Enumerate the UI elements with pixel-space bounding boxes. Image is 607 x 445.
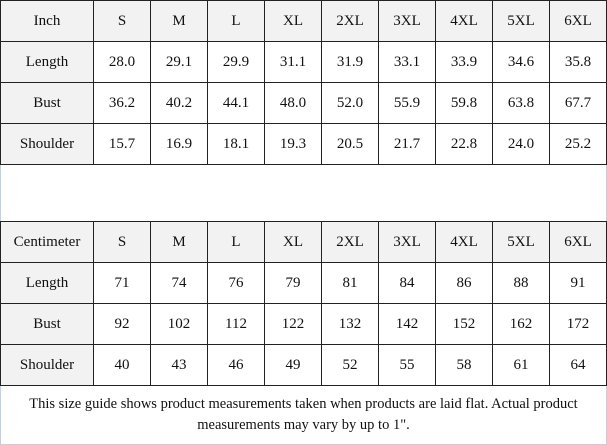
measurement-cell: 48.0 <box>264 82 322 124</box>
measurement-cell: 20.5 <box>321 123 379 165</box>
size-header: 3XL <box>378 0 436 42</box>
table-row: Length 28.0 29.1 29.9 31.1 31.9 33.1 33.9 34.6 35… <box>0 41 607 83</box>
measurement-label: Length <box>0 41 94 83</box>
size-header: XL <box>264 221 322 263</box>
measurement-cell: 91 <box>549 262 607 304</box>
measurement-label: Bust <box>0 303 94 345</box>
size-header: 5XL <box>492 0 550 42</box>
measurement-label: Length <box>0 262 94 304</box>
measurement-cell: 79 <box>264 262 322 304</box>
unit-label: Centimeter <box>0 221 94 263</box>
measurement-cell: 142 <box>378 303 436 345</box>
measurement-label: Shoulder <box>0 123 94 165</box>
measurement-cell: 152 <box>435 303 493 345</box>
size-header: 4XL <box>435 221 493 263</box>
centimeter-size-table: Centimeter S M L XL 2XL 3XL 4XL 5XL 6XL Length 71 74… <box>0 221 607 386</box>
size-header: XL <box>264 0 322 42</box>
measurement-cell: 55.9 <box>378 82 436 124</box>
measurement-cell: 58 <box>435 344 493 386</box>
measurement-cell: 33.9 <box>435 41 493 83</box>
size-header: M <box>150 221 208 263</box>
measurement-cell: 122 <box>264 303 322 345</box>
measurement-cell: 28.0 <box>93 41 151 83</box>
measurement-cell: 44.1 <box>207 82 265 124</box>
measurement-cell: 16.9 <box>150 123 208 165</box>
size-header: 5XL <box>492 221 550 263</box>
size-header: S <box>93 0 151 42</box>
measurement-cell: 71 <box>93 262 151 304</box>
size-header: L <box>207 221 265 263</box>
measurement-cell: 74 <box>150 262 208 304</box>
measurement-cell: 21.7 <box>378 123 436 165</box>
measurement-cell: 52 <box>321 344 379 386</box>
measurement-cell: 24.0 <box>492 123 550 165</box>
measurement-cell: 81 <box>321 262 379 304</box>
measurement-cell: 29.9 <box>207 41 265 83</box>
measurement-cell: 172 <box>549 303 607 345</box>
measurement-cell: 67.7 <box>549 82 607 124</box>
measurement-cell: 76 <box>207 262 265 304</box>
measurement-cell: 22.8 <box>435 123 493 165</box>
size-guide-note: This size guide shows product measuremen… <box>29 396 578 433</box>
measurement-cell: 88 <box>492 262 550 304</box>
inch-size-table: Inch S M L XL 2XL 3XL 4XL 5XL 6XL Length 28.0 29.1 29… <box>0 0 607 165</box>
table-row: Shoulder 15.7 16.9 18.1 19.3 20.5 21.7 22.8 24.0… <box>0 123 607 165</box>
measurement-cell: 92 <box>93 303 151 345</box>
table-row: Shoulder 40 43 46 49 52 55 58 61 64 <box>0 344 607 386</box>
measurement-cell: 43 <box>150 344 208 386</box>
header-row: Centimeter S M L XL 2XL 3XL 4XL 5XL 6XL <box>0 221 607 263</box>
table-row: Bust 36.2 40.2 44.1 48.0 52.0 55.9 59.8 63.8 67.7 <box>0 82 607 124</box>
measurement-cell: 46 <box>207 344 265 386</box>
measurement-cell: 18.1 <box>207 123 265 165</box>
measurement-cell: 36.2 <box>93 82 151 124</box>
measurement-cell: 102 <box>150 303 208 345</box>
size-header: 4XL <box>435 0 493 42</box>
measurement-cell: 35.8 <box>549 41 607 83</box>
measurement-cell: 31.1 <box>264 41 322 83</box>
size-header: 2XL <box>321 221 379 263</box>
measurement-cell: 31.9 <box>321 41 379 83</box>
measurement-cell: 132 <box>321 303 379 345</box>
unit-label: Inch <box>0 0 94 42</box>
measurement-cell: 49 <box>264 344 322 386</box>
measurement-cell: 112 <box>207 303 265 345</box>
measurement-label: Shoulder <box>0 344 94 386</box>
measurement-cell: 29.1 <box>150 41 208 83</box>
measurement-cell: 40.2 <box>150 82 208 124</box>
header-row: Inch S M L XL 2XL 3XL 4XL 5XL 6XL <box>0 0 607 42</box>
measurement-cell: 33.1 <box>378 41 436 83</box>
measurement-cell: 64 <box>549 344 607 386</box>
size-header: 6XL <box>549 221 607 263</box>
size-header: 3XL <box>378 221 436 263</box>
size-header: 2XL <box>321 0 379 42</box>
measurement-cell: 34.6 <box>492 41 550 83</box>
size-header: M <box>150 0 208 42</box>
measurement-cell: 40 <box>93 344 151 386</box>
size-header: L <box>207 0 265 42</box>
size-header: 6XL <box>549 0 607 42</box>
table-row: Length 71 74 76 79 81 84 86 88 91 <box>0 262 607 304</box>
measurement-cell: 162 <box>492 303 550 345</box>
measurement-cell: 19.3 <box>264 123 322 165</box>
table-row: Bust 92 102 112 122 132 142 152 162 172 <box>0 303 607 345</box>
measurement-cell: 52.0 <box>321 82 379 124</box>
measurement-cell: 15.7 <box>93 123 151 165</box>
measurement-cell: 63.8 <box>492 82 550 124</box>
measurement-cell: 55 <box>378 344 436 386</box>
measurement-cell: 59.8 <box>435 82 493 124</box>
size-header: S <box>93 221 151 263</box>
measurement-cell: 25.2 <box>549 123 607 165</box>
measurement-cell: 86 <box>435 262 493 304</box>
measurement-label: Bust <box>0 82 94 124</box>
measurement-cell: 61 <box>492 344 550 386</box>
measurement-cell: 84 <box>378 262 436 304</box>
